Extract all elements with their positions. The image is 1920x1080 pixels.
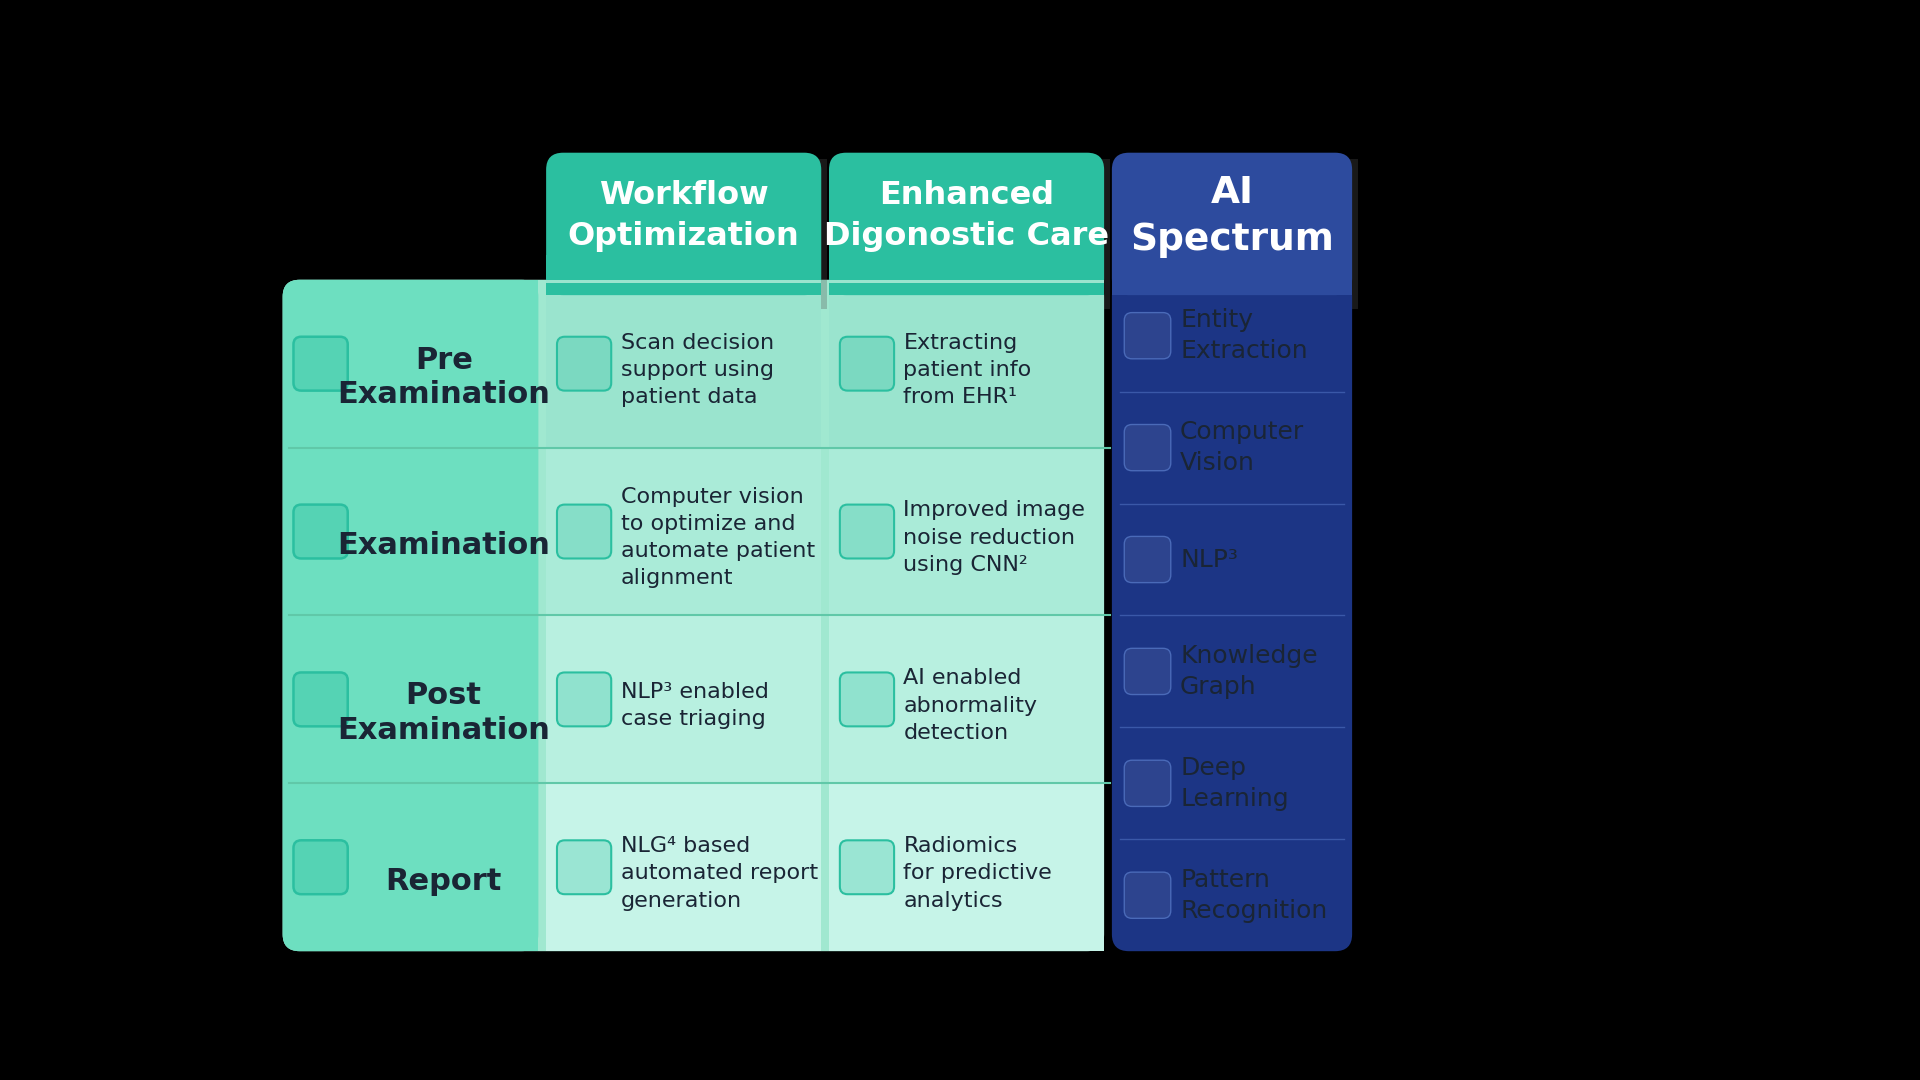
FancyBboxPatch shape xyxy=(294,840,348,894)
Bar xyxy=(829,616,1104,783)
FancyBboxPatch shape xyxy=(829,152,1104,295)
Text: Examination: Examination xyxy=(338,531,551,559)
FancyBboxPatch shape xyxy=(557,504,611,558)
FancyBboxPatch shape xyxy=(839,504,895,558)
FancyBboxPatch shape xyxy=(1125,424,1171,471)
Text: Entity
Extraction: Entity Extraction xyxy=(1181,309,1308,363)
Bar xyxy=(1117,159,1357,309)
Text: NLP³ enabled
case triaging: NLP³ enabled case triaging xyxy=(620,681,768,729)
Text: Extracting
patient info
from EHR¹: Extracting patient info from EHR¹ xyxy=(904,333,1031,407)
Text: Pattern
Recognition: Pattern Recognition xyxy=(1181,868,1327,922)
Text: Computer
Vision: Computer Vision xyxy=(1181,420,1304,475)
Text: Knowledge
Graph: Knowledge Graph xyxy=(1181,644,1317,699)
FancyBboxPatch shape xyxy=(282,280,538,951)
Bar xyxy=(1112,270,1352,281)
Bar xyxy=(835,159,1110,309)
FancyBboxPatch shape xyxy=(1125,873,1171,918)
Bar xyxy=(829,272,1104,280)
FancyBboxPatch shape xyxy=(1125,312,1171,359)
Text: AI
Spectrum: AI Spectrum xyxy=(1131,175,1334,258)
Bar xyxy=(545,616,822,783)
Bar xyxy=(545,447,822,616)
FancyBboxPatch shape xyxy=(1125,537,1171,582)
FancyBboxPatch shape xyxy=(545,152,822,295)
Text: Improved image
noise reduction
using CNN²: Improved image noise reduction using CNN… xyxy=(904,500,1085,575)
FancyBboxPatch shape xyxy=(1125,648,1171,694)
Text: Workflow
Optimization: Workflow Optimization xyxy=(568,180,799,252)
Text: Computer vision
to optimize and
automate patient
alignment: Computer vision to optimize and automate… xyxy=(620,487,814,589)
FancyBboxPatch shape xyxy=(839,337,895,391)
Text: Radiomics
for predictive
analytics: Radiomics for predictive analytics xyxy=(904,836,1052,910)
Text: Scan decision
support using
patient data: Scan decision support using patient data xyxy=(620,333,774,407)
Text: Report: Report xyxy=(386,866,501,895)
Bar xyxy=(545,280,822,283)
Text: AI enabled
abnormality
detection: AI enabled abnormality detection xyxy=(904,669,1037,743)
Text: NLG⁴ based
automated report
generation: NLG⁴ based automated report generation xyxy=(620,836,818,910)
Bar xyxy=(829,255,1104,295)
FancyBboxPatch shape xyxy=(839,673,895,727)
Bar xyxy=(1112,255,1352,295)
Text: Deep
Learning: Deep Learning xyxy=(1181,756,1288,811)
Bar xyxy=(545,280,822,447)
FancyBboxPatch shape xyxy=(839,840,895,894)
Bar xyxy=(829,783,1104,951)
FancyBboxPatch shape xyxy=(1112,280,1352,951)
FancyBboxPatch shape xyxy=(1125,760,1171,807)
FancyBboxPatch shape xyxy=(557,840,611,894)
Bar xyxy=(553,159,828,309)
FancyBboxPatch shape xyxy=(282,280,1104,951)
FancyBboxPatch shape xyxy=(557,337,611,391)
Bar xyxy=(829,447,1104,616)
FancyBboxPatch shape xyxy=(557,673,611,727)
Bar xyxy=(545,255,822,295)
Text: Pre
Examination: Pre Examination xyxy=(338,346,551,409)
Bar xyxy=(545,783,822,951)
FancyBboxPatch shape xyxy=(1112,152,1352,295)
Text: Post
Examination: Post Examination xyxy=(338,681,551,745)
Bar xyxy=(829,280,1104,283)
Bar xyxy=(829,280,1104,447)
Bar xyxy=(522,280,538,951)
FancyBboxPatch shape xyxy=(294,337,348,391)
FancyBboxPatch shape xyxy=(294,504,348,558)
Bar xyxy=(545,272,822,280)
Text: Enhanced
Digonostic Care: Enhanced Digonostic Care xyxy=(824,180,1110,252)
FancyBboxPatch shape xyxy=(294,673,348,727)
Text: NLP³: NLP³ xyxy=(1181,548,1238,571)
